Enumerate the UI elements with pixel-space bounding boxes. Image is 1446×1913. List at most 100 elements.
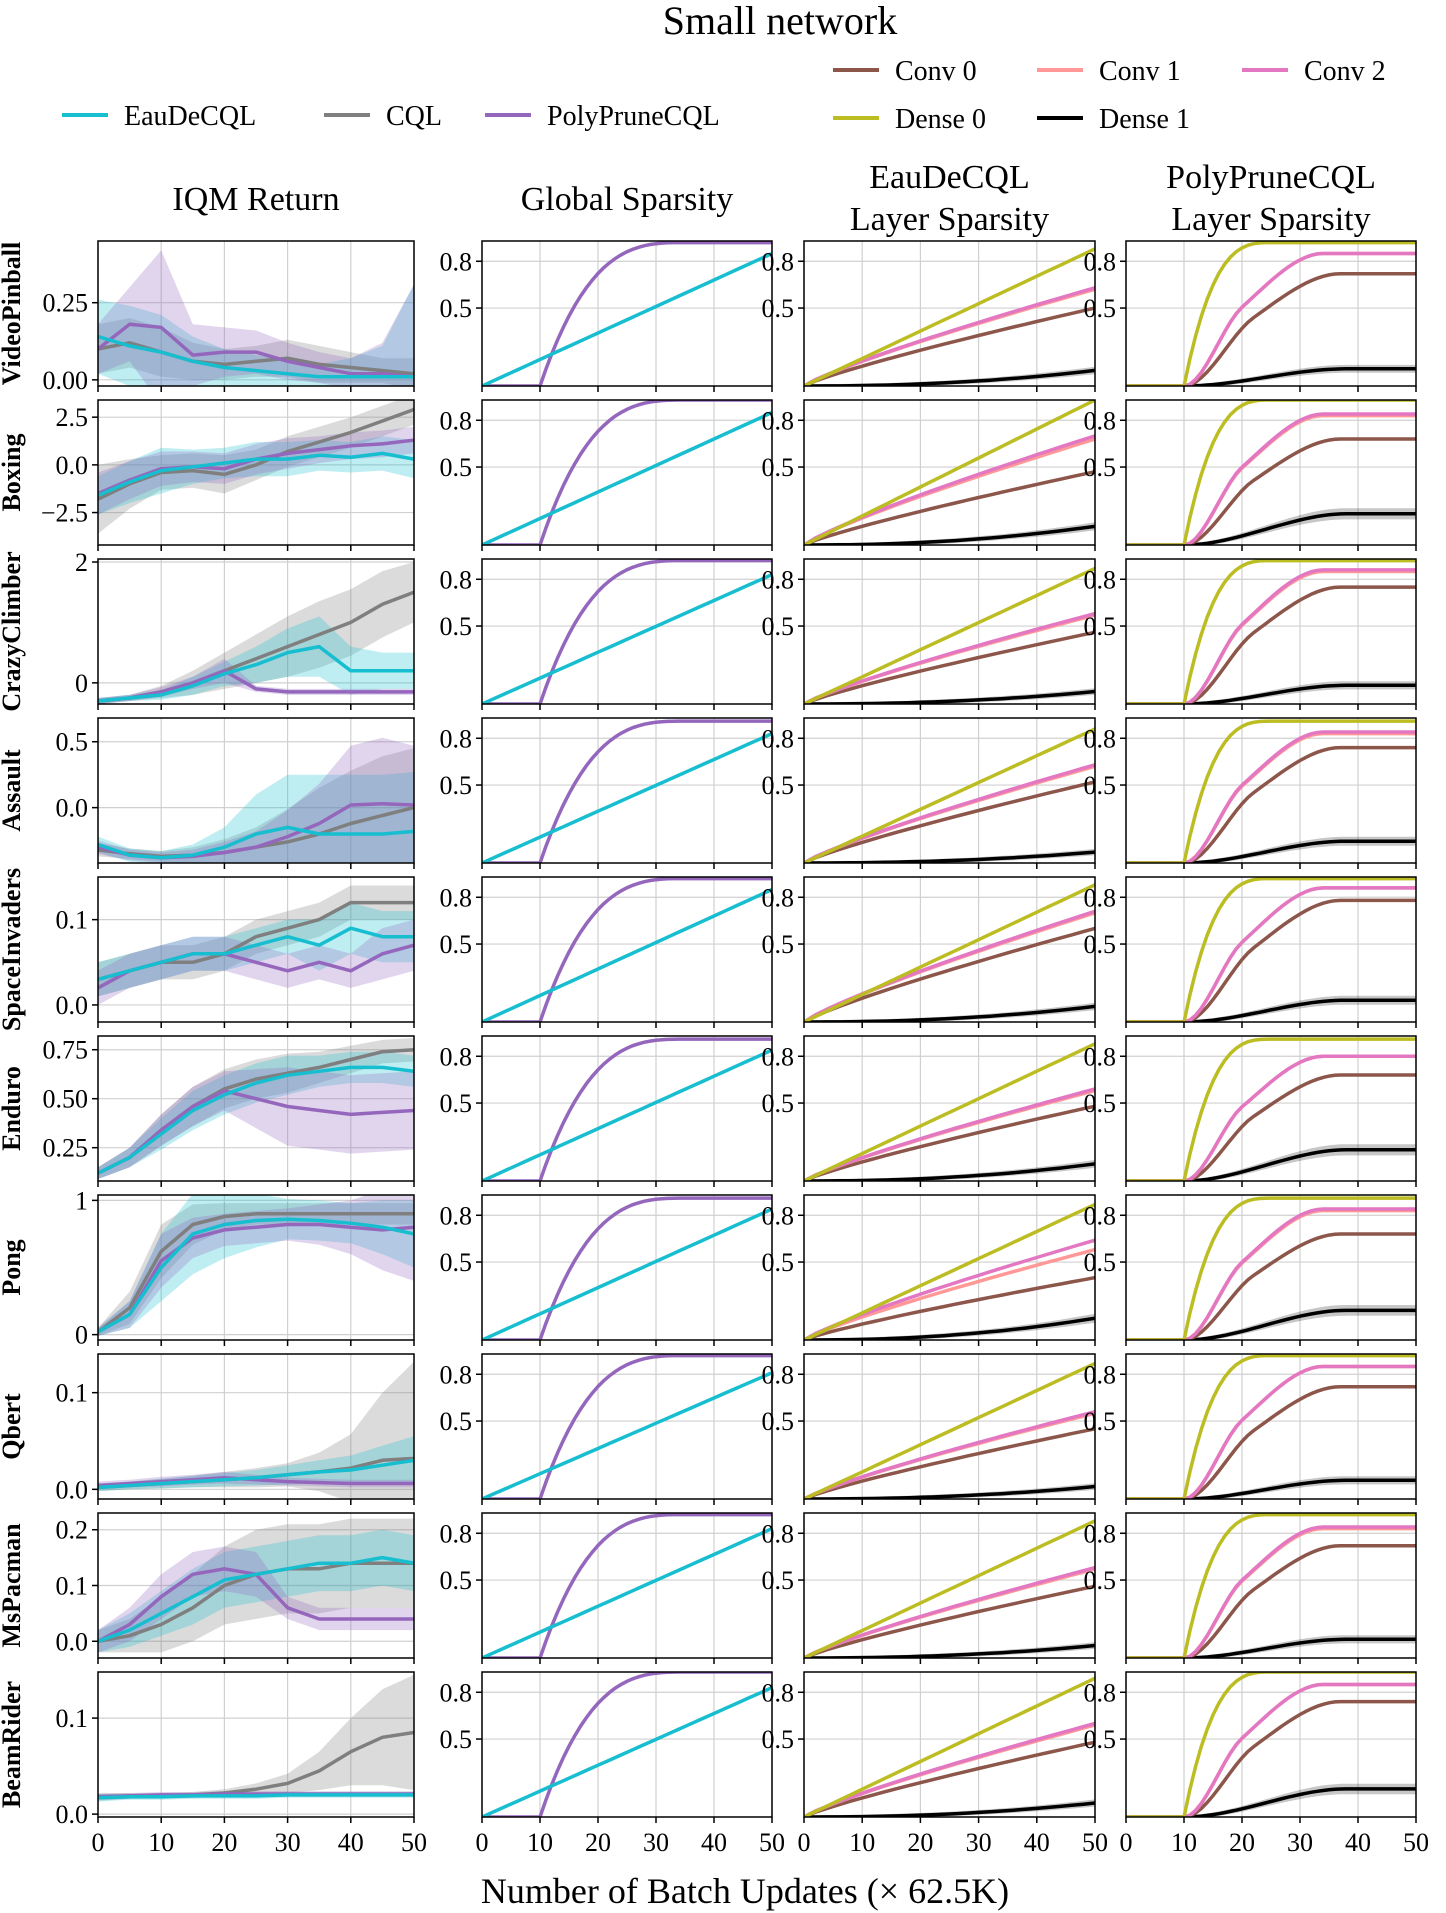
panel-spaceinvaders-col-3: 0.5 0.8 (1084, 876, 1417, 1028)
series-conv-0 (804, 1584, 1095, 1658)
xtick-label: 20 (1229, 1828, 1255, 1857)
panel-grid: VideoPinball 0.000.25 0.50.80.50.80.50.8Bo… (0, 240, 1429, 1857)
band-cql (98, 885, 414, 997)
grid (1125, 400, 1417, 545)
band-polyprunecql (98, 1067, 414, 1179)
plot-area (1126, 877, 1416, 1022)
ytick-label: 0.5 (1084, 1407, 1117, 1436)
xtick-label: 20 (907, 1828, 933, 1857)
series-conv-0 (1126, 1232, 1416, 1340)
xtick-label: 40 (701, 1828, 727, 1857)
series-conv-2 (1126, 251, 1416, 386)
series-polyprunecql (98, 1222, 414, 1334)
series-conv-0 (1126, 1699, 1416, 1817)
series-eaudecql (482, 1207, 772, 1340)
ytick-label: 0.8 (762, 1678, 795, 1707)
ytick-label: 0.5 (440, 930, 473, 959)
ytick-label: 0.5 (1084, 771, 1117, 800)
legend-label-conv-1: Conv 1 (1099, 56, 1181, 87)
ytick-label: 0.5 (440, 612, 473, 641)
axes-frame (803, 1353, 1096, 1500)
ytick-label: 0.8 (762, 1042, 795, 1071)
panel-qbert-col-1: 0.5 0.8 (440, 1353, 773, 1505)
axes-frame (481, 1194, 773, 1341)
axes-frame (803, 1194, 1096, 1341)
band-eaudecql (98, 772, 414, 863)
axes-frame (1125, 240, 1417, 387)
series-conv-1 (804, 911, 1095, 1022)
series-eaudecql (98, 644, 414, 703)
series-conv-0 (1126, 271, 1416, 386)
column-title-0: IQM Return (172, 181, 339, 218)
ytick-label: 0.0 (56, 794, 89, 823)
panel-spaceinvaders-col-1: 0.5 0.8 (440, 876, 773, 1028)
legend-methods: EauDeCQL CQL PolyPruneCQL (62, 101, 720, 132)
series-dense-0 (804, 883, 1095, 1022)
ytick-label: 0.5 (762, 1725, 795, 1754)
panel-beamrider-col-0: 0.0 0.1 0 10 20 30 40 50 (56, 1671, 427, 1857)
axes-frame (1125, 717, 1417, 864)
axes-frame (803, 240, 1096, 387)
row-label-crazyclimber: CrazyClimber (0, 551, 26, 711)
ytick-label: 0.25 (43, 1134, 89, 1163)
panel-videopinball-col-0: 0.00 0.25 (43, 240, 415, 395)
plot-area (804, 566, 1095, 704)
series-dense-0 (804, 247, 1095, 386)
axes-frame (803, 558, 1096, 705)
series-conv-0 (1126, 585, 1416, 704)
ytick-label: 0.5 (440, 1248, 473, 1277)
legend-label-dense-1: Dense 1 (1099, 104, 1190, 135)
series-eaudecql (98, 1793, 414, 1800)
plot-area (1126, 1513, 1416, 1658)
axes-frame (97, 1194, 415, 1341)
series-dense-0 (1126, 1513, 1416, 1658)
plot-area (98, 1674, 414, 1802)
series-eaudecql (482, 1686, 772, 1817)
band-polyprunecql (98, 1195, 414, 1336)
panel-videopinball-col-2: 0.5 0.8 (762, 240, 1096, 392)
series-dense-1 (1126, 1148, 1416, 1181)
panel-crazyclimber-col-1: 0.5 0.8 (440, 558, 773, 710)
axes-frame (1125, 558, 1417, 705)
panel-crazyclimber-col-0: 02 (75, 548, 415, 710)
axes-frame (481, 558, 773, 705)
axes-frame (1125, 1035, 1417, 1182)
series-polyprunecql (482, 1513, 772, 1658)
ytick-label: 0.1 (56, 1572, 89, 1601)
series-dense-0 (1126, 1037, 1416, 1181)
ytick-label: 0.5 (1084, 1566, 1117, 1595)
series-dense-1 (1126, 1637, 1416, 1658)
series-polyprunecql (482, 241, 772, 386)
plot-area (804, 727, 1095, 863)
ytick-label: 0.5 (762, 771, 795, 800)
grid (481, 559, 773, 704)
panel-assault-col-0: 0.0 0.5 (56, 717, 415, 869)
axes-frame (803, 399, 1096, 546)
ytick-label: 0.5 (1084, 612, 1117, 641)
row-label-mspacman: MsPacman (0, 1523, 26, 1648)
ytick-label: 0.8 (762, 247, 795, 276)
band-eaudecql (98, 1436, 414, 1492)
axes-frame (481, 717, 773, 864)
series-dense-1 (1126, 839, 1416, 863)
panel-pong-col-2: 0.5 0.8 (762, 1194, 1096, 1346)
series-conv-0 (1126, 1073, 1416, 1181)
row-label-boxing: Boxing (0, 433, 26, 511)
axes-frame (481, 876, 773, 1023)
band-cql (98, 400, 414, 534)
x-axis-label: Number of Batch Updates (× 62.5K) (481, 1871, 1009, 1911)
ytick-label: 0.5 (1084, 294, 1117, 323)
ytick-label: 0.1 (56, 1704, 89, 1733)
series-conv-0 (804, 1740, 1095, 1817)
ytick-label: 0.8 (440, 724, 473, 753)
plot-area (98, 1195, 414, 1336)
xtick-label: 10 (148, 1828, 174, 1857)
ytick-label: 0.5 (440, 1725, 473, 1754)
band-eaudecql (98, 1051, 414, 1179)
ytick-label: 0.8 (1084, 1042, 1117, 1071)
series-conv-0 (1126, 437, 1416, 545)
band-cql (98, 1361, 414, 1499)
plot-area (1126, 400, 1416, 545)
ytick-label: 0.5 (440, 1566, 473, 1595)
xtick-label: 30 (275, 1828, 301, 1857)
